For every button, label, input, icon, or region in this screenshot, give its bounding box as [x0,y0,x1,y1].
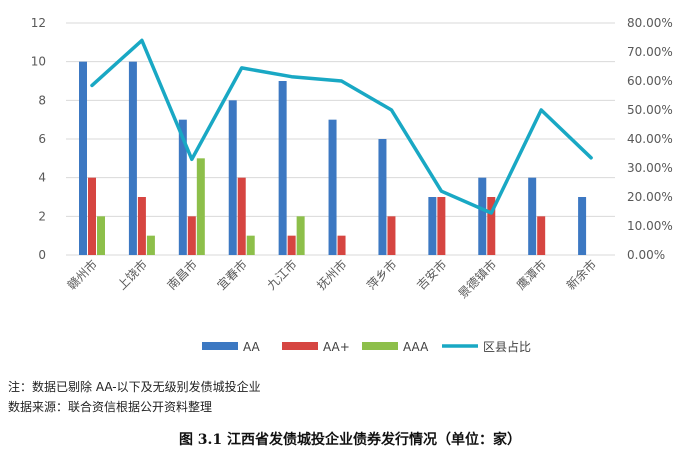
legend-swatch-aaa [362,342,398,350]
bar-aaplus [437,197,446,255]
legend-swatch-aaplus [282,342,318,350]
y-right-tick-label: 30.00% [627,161,673,175]
y-right-tick-label: 0.00% [627,248,665,262]
bar-aa [178,119,187,256]
y-left-tick-label: 2 [38,209,46,223]
bar-aaplus [487,197,496,255]
bar-aa [328,119,337,256]
bar-aa [528,177,537,255]
bar-aa [228,100,237,255]
x-tick-label: 南昌市 [164,257,200,293]
note-excluded: 注：数据已剔除 AA-以下及无级别发债城投企业 [8,380,261,394]
x-tick-label: 新余市 [563,257,599,293]
y-left-tick-label: 0 [38,248,46,262]
bar-aaplus [237,177,246,255]
x-tick-label: 景德镇市 [455,257,500,302]
y-left-tick-label: 12 [31,16,46,30]
bar-aaplus [88,177,96,255]
bar-aa [378,139,387,255]
bar-aaplus [387,216,396,255]
y-right-tick-label: 10.00% [627,219,673,233]
x-tick-label: 九江市 [264,257,300,293]
y-left-tick-label: 8 [38,93,46,107]
legend-swatch-aa [202,342,238,350]
bond-issuance-chart: 0 2 4 6 8 10 12 0.00% 10.00% 20.00% 30.00% 40.00% 50… [31,16,673,354]
y-right-tick-label: 80.00% [627,16,673,30]
bar-aaplus [337,235,346,255]
bar-aa [478,177,487,255]
bar-aa [578,197,587,255]
bar-aaplus [537,216,546,255]
bar-aa [278,81,287,255]
x-tick-label: 赣州市 [64,257,100,293]
bar-aa [79,61,87,255]
legend-label: 区县占比 [483,339,531,354]
legend-label: AA [243,340,261,354]
bar-aaa [296,216,305,255]
bar-aaa [246,235,255,255]
x-tick-label: 鹰潭市 [513,257,549,293]
bar-aaplus [137,197,146,255]
bar-aa [128,61,137,255]
bar-aaa [97,216,105,255]
y-right-tick-label: 40.00% [627,132,673,146]
bar-aa [428,197,437,255]
x-tick-label: 宜春市 [214,257,250,293]
figure-caption: 图 3.1 江西省发债城投企业债券发行情况（单位：家） [178,432,522,448]
legend-label: AA+ [323,340,350,354]
line-series-district-share [90,38,593,215]
x-tick-label: 上饶市 [114,257,150,293]
y-right-tick-label: 20.00% [627,190,673,204]
bar-aaa [146,235,155,255]
legend-label: AAA [403,340,429,354]
x-tick-label: 吉安市 [413,257,449,293]
bar-aaplus [287,235,296,255]
y-right-tick-label: 60.00% [627,74,673,88]
x-tick-label: 抚州市 [314,257,350,293]
y-left-tick-label: 4 [38,171,46,185]
bar-aaa [196,158,205,255]
x-tick-label: 萍乡市 [364,257,400,293]
y-left-tick-label: 6 [38,132,46,146]
note-source: 数据来源：联合资信根据公开资料整理 [8,400,213,414]
bar-aaplus [187,216,196,255]
y-right-tick-label: 50.00% [627,103,673,117]
y-left-tick-label: 10 [31,55,46,69]
y-right-tick-label: 70.00% [627,45,673,59]
